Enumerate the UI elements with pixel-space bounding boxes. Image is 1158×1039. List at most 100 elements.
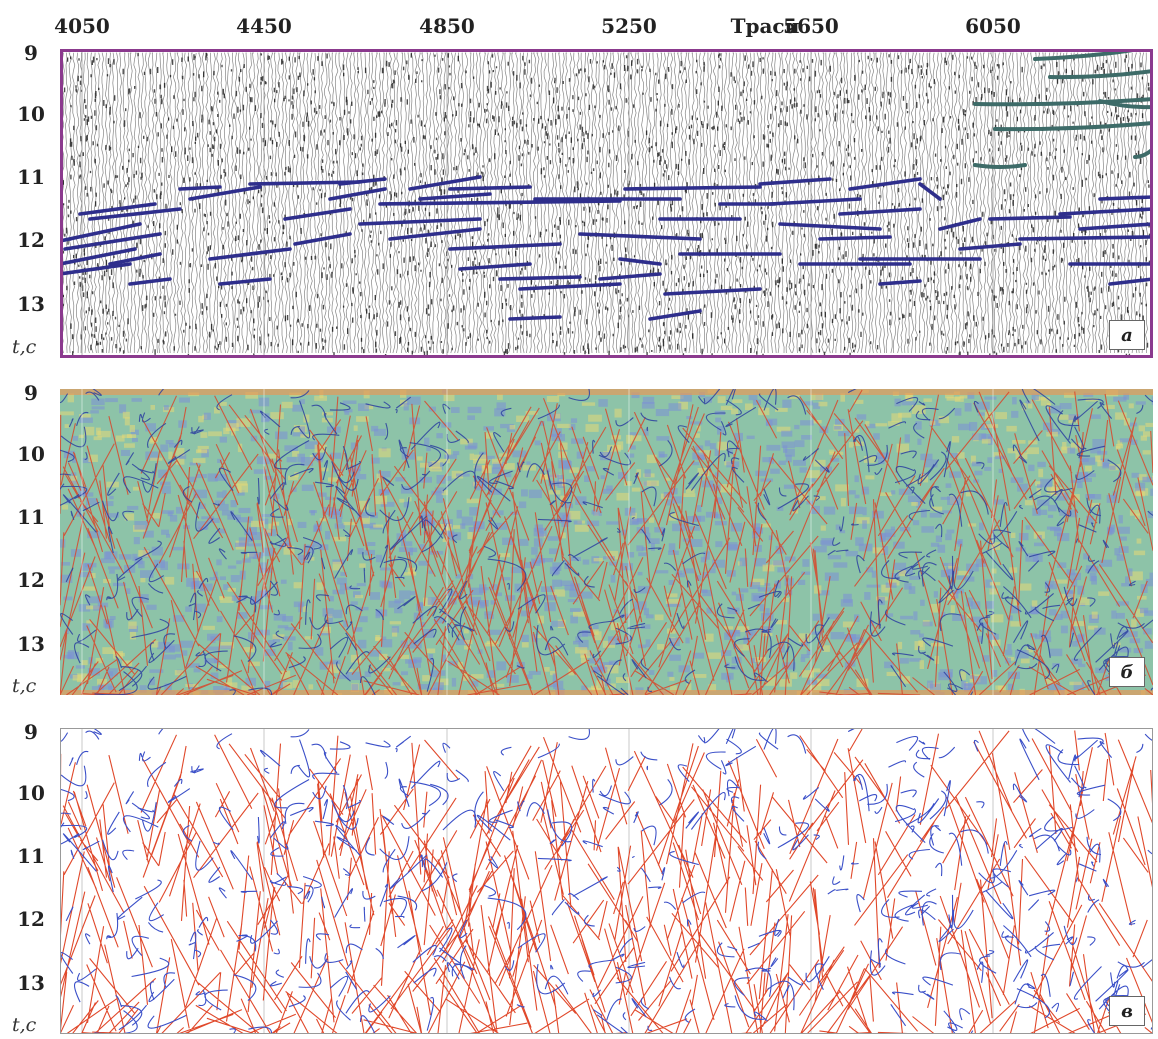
horizon-line: [1078, 222, 1153, 231]
attribute-blotch: [707, 652, 721, 659]
attribute-blotch: [720, 405, 733, 410]
attribute-blotch: [436, 458, 450, 464]
attribute-blotch: [1028, 610, 1038, 615]
attribute-blotch: [1089, 573, 1097, 582]
attribute-blotch: [746, 435, 755, 439]
attribute-blotch: [375, 554, 383, 563]
attribute-blotch: [1125, 576, 1130, 584]
attribute-blotch: [189, 462, 201, 466]
attribute-blotch: [494, 408, 506, 417]
attribute-blotch: [428, 654, 433, 662]
attribute-blotch: [964, 682, 972, 687]
panel-letter-b: б: [1109, 657, 1145, 687]
attribute-blotch: [957, 452, 965, 459]
attribute-blotch: [732, 399, 743, 403]
attribute-blotch: [568, 668, 575, 676]
attribute-blotch: [541, 586, 555, 592]
attribute-blotch: [654, 570, 669, 574]
attribute-blotch: [84, 426, 95, 436]
attribute-blotch: [151, 512, 161, 519]
attribute-blotch: [949, 471, 962, 478]
attribute-blotch: [471, 680, 479, 687]
attribute-blotch: [708, 684, 717, 692]
horizon-line: [578, 232, 702, 241]
attribute-blotch: [473, 521, 485, 530]
attribute-blotch: [236, 483, 248, 493]
attribute-blotch: [227, 565, 237, 569]
attribute-blotch: [233, 481, 248, 486]
attribute-blotch: [322, 412, 333, 416]
attribute-blotch: [463, 629, 469, 634]
attribute-blotch: [845, 550, 858, 557]
attribute-blotch: [731, 591, 737, 596]
attribute-blotch: [237, 485, 242, 493]
attribute-blotch: [330, 452, 342, 459]
attribute-blotch: [1091, 611, 1098, 619]
attribute-blotch: [86, 596, 100, 604]
attribute-blotch: [585, 424, 599, 432]
attribute-blotch: [616, 677, 630, 683]
attribute-blotch: [506, 675, 519, 683]
attribute-blotch: [1111, 642, 1121, 647]
attribute-blotch: [261, 514, 271, 518]
attribute-blotch: [888, 579, 900, 586]
attribute-blotch: [984, 424, 999, 428]
attribute-blotch: [946, 396, 961, 401]
attribute-blotch: [750, 658, 756, 664]
horizon-line: [1108, 277, 1153, 286]
attribute-blotch: [407, 496, 412, 502]
attribute-blotch: [656, 436, 670, 441]
attribute-blotch: [292, 450, 300, 457]
attribute-blotch: [957, 570, 969, 575]
attribute-blotch: [60, 539, 66, 548]
attribute-blotch: [919, 660, 924, 669]
attribute-blotch: [138, 550, 149, 557]
attribute-blotch: [237, 443, 243, 453]
attribute-blotch: [214, 407, 220, 414]
horizon-line: [448, 242, 562, 251]
attribute-blotch: [571, 438, 584, 444]
attribute-blotch: [185, 683, 199, 687]
attribute-blotch: [777, 567, 790, 573]
attribute-blotch: [292, 404, 302, 412]
attribute-blotch: [812, 613, 820, 621]
attribute-blotch: [935, 535, 942, 543]
attribute-blotch: [993, 452, 1002, 457]
attribute-blotch: [401, 541, 413, 547]
attribute-blotch: [861, 489, 870, 495]
attribute-blotch: [230, 575, 240, 583]
attribute-blotch: [394, 599, 405, 604]
attribute-blotch: [339, 583, 348, 591]
attribute-blotch: [400, 654, 409, 660]
attribute-blotch: [1068, 509, 1078, 518]
attribute-blotch: [117, 652, 125, 657]
attribute-blotch: [334, 523, 345, 529]
horizon-line: [108, 252, 162, 266]
attribute-blotch: [503, 463, 515, 470]
attribute-blotch: [1035, 481, 1042, 486]
attribute-blotch: [403, 402, 409, 411]
attribute-blotch: [501, 577, 511, 581]
attribute-blotch: [496, 661, 507, 671]
attribute-blotch: [327, 664, 340, 674]
attribute-blotch: [63, 450, 75, 459]
attribute-blotch: [930, 542, 940, 547]
attribute-blotch: [408, 659, 421, 668]
attribute-blotch: [1075, 635, 1084, 643]
attribute-blotch: [456, 509, 462, 519]
attribute-blotch: [970, 455, 976, 464]
attribute-blotch: [380, 501, 395, 507]
attribute-blotch: [293, 601, 305, 608]
attribute-blotch: [105, 551, 118, 559]
attribute-blotch: [853, 441, 864, 446]
attribute-blotch: [985, 579, 992, 588]
attribute-blotch: [441, 490, 448, 496]
attribute-blotch: [186, 663, 200, 668]
attribute-blotch: [343, 409, 353, 413]
attribute-blotch: [436, 475, 446, 484]
attribute-blotch: [854, 494, 860, 499]
attribute-blotch: [328, 616, 333, 623]
attribute-blotch: [340, 572, 347, 576]
attribute-blotch: [347, 468, 361, 474]
attribute-blotch: [975, 558, 987, 567]
